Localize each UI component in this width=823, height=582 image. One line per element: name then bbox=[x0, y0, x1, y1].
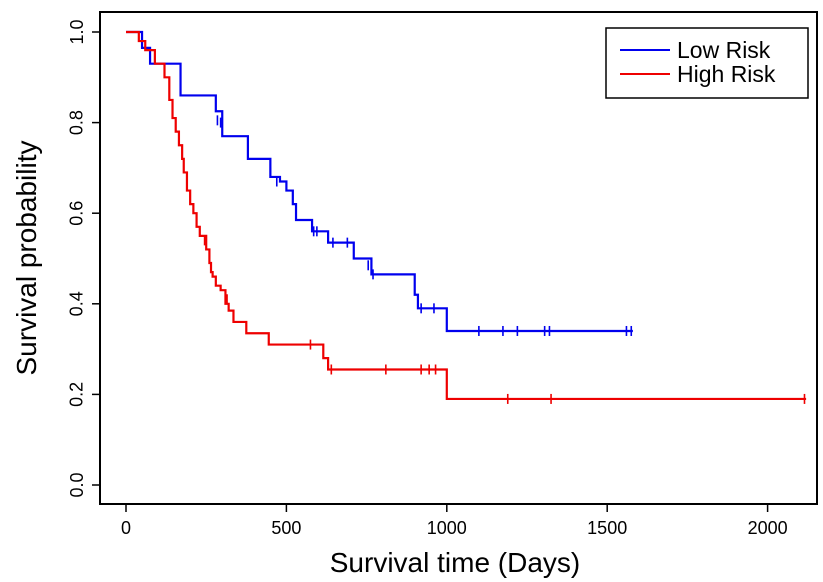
legend-label-low-risk: Low Risk bbox=[677, 37, 771, 63]
x-tick-label: 1500 bbox=[587, 518, 627, 538]
x-tick-label: 2000 bbox=[748, 518, 788, 538]
y-axis: 0.0 0.2 0.4 0.6 0.8 1.0 bbox=[67, 19, 100, 498]
y-tick-label: 0.4 bbox=[67, 291, 87, 316]
y-tick-label: 0.8 bbox=[67, 110, 87, 135]
series-layer bbox=[126, 30, 807, 404]
x-axis: 0 500 1000 1500 2000 bbox=[121, 504, 788, 538]
x-tick-label: 0 bbox=[121, 518, 131, 538]
series-line-low-risk bbox=[126, 30, 633, 333]
legend-label-high-risk: High Risk bbox=[677, 61, 776, 87]
y-tick-label: 0.6 bbox=[67, 201, 87, 226]
legend-box bbox=[605, 27, 809, 99]
y-tick-label: 0.2 bbox=[67, 382, 87, 407]
y-tick-label: 0.0 bbox=[67, 472, 87, 497]
x-tick-label: 1000 bbox=[427, 518, 467, 538]
plot-frame bbox=[99, 11, 818, 505]
y-tick-label: 1.0 bbox=[67, 19, 87, 44]
x-axis-title: Survival time (Days) bbox=[330, 547, 580, 578]
x-tick-label: 500 bbox=[271, 518, 301, 538]
y-axis-title: Survival probability bbox=[11, 141, 42, 376]
legend: Low Risk High Risk bbox=[605, 27, 809, 99]
series-line-high-risk bbox=[126, 30, 807, 401]
